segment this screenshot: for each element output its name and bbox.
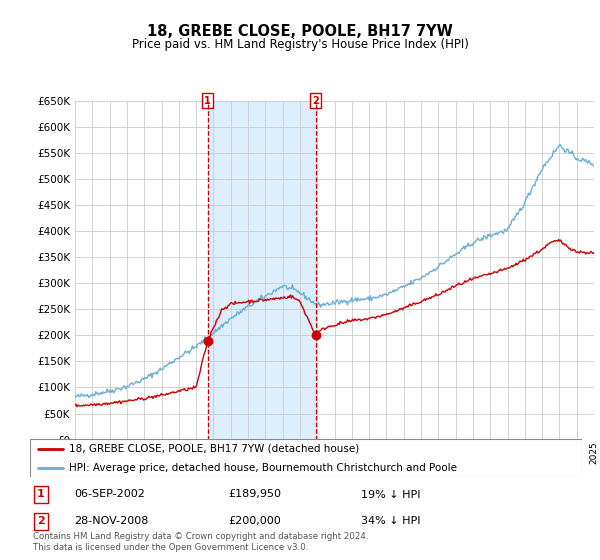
- Text: Price paid vs. HM Land Registry's House Price Index (HPI): Price paid vs. HM Land Registry's House …: [131, 38, 469, 51]
- Text: 18, GREBE CLOSE, POOLE, BH17 7YW: 18, GREBE CLOSE, POOLE, BH17 7YW: [147, 24, 453, 39]
- Text: 1: 1: [37, 489, 45, 500]
- Text: 34% ↓ HPI: 34% ↓ HPI: [361, 516, 421, 526]
- Text: 2: 2: [312, 96, 319, 106]
- FancyBboxPatch shape: [30, 439, 582, 477]
- Text: Contains HM Land Registry data © Crown copyright and database right 2024.
This d: Contains HM Land Registry data © Crown c…: [33, 532, 368, 552]
- Text: 19% ↓ HPI: 19% ↓ HPI: [361, 489, 421, 500]
- Text: 28-NOV-2008: 28-NOV-2008: [74, 516, 149, 526]
- Text: 06-SEP-2002: 06-SEP-2002: [74, 489, 145, 500]
- Bar: [208, 101, 316, 440]
- Text: 2: 2: [37, 516, 45, 526]
- Text: 18, GREBE CLOSE, POOLE, BH17 7YW (detached house): 18, GREBE CLOSE, POOLE, BH17 7YW (detach…: [68, 444, 359, 454]
- Text: 1: 1: [205, 96, 211, 106]
- Text: £200,000: £200,000: [229, 516, 281, 526]
- Text: £189,950: £189,950: [229, 489, 282, 500]
- Text: HPI: Average price, detached house, Bournemouth Christchurch and Poole: HPI: Average price, detached house, Bour…: [68, 463, 457, 473]
